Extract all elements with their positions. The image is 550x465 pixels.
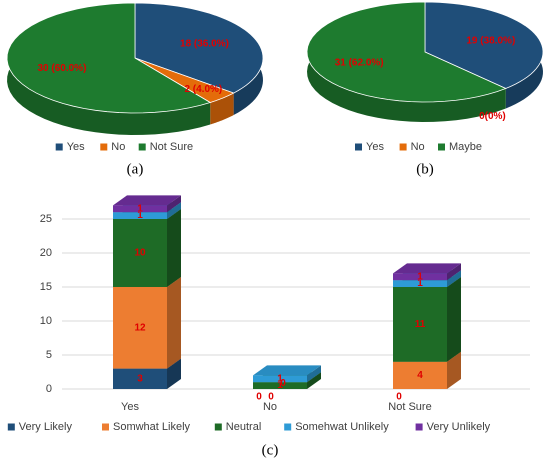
legend-swatch xyxy=(438,143,445,151)
bar-side xyxy=(167,277,181,369)
legend-label: No xyxy=(411,141,425,153)
bar-front xyxy=(113,219,167,287)
pie-slice xyxy=(134,2,264,94)
data-label: 4 xyxy=(417,370,423,381)
legend-label: Neutral xyxy=(226,421,261,433)
bar-side xyxy=(167,195,181,213)
bar-side xyxy=(447,270,461,287)
bar-front xyxy=(393,361,447,389)
bar-side xyxy=(447,351,461,389)
data-label: 0(0%) xyxy=(479,111,506,122)
bar-side xyxy=(447,277,461,362)
bar-side xyxy=(447,263,461,281)
x-tick-label: Not Sure xyxy=(388,401,431,413)
bar-front xyxy=(113,212,167,219)
bar-side xyxy=(167,202,181,219)
data-label: 10 xyxy=(134,248,146,259)
bar-front xyxy=(113,287,167,369)
data-label: 0 xyxy=(396,392,402,403)
legend-label: Maybe xyxy=(449,141,482,153)
bar-side xyxy=(167,358,181,389)
bar-front xyxy=(113,368,167,389)
bar-side xyxy=(167,209,181,287)
legend-swatch xyxy=(7,423,15,431)
data-label: 1 xyxy=(137,203,143,214)
legend-swatch xyxy=(138,143,146,151)
data-label: 2 (4.0%) xyxy=(184,84,222,95)
legend-label: Yes xyxy=(366,141,384,153)
y-tick-label: 15 xyxy=(40,281,52,293)
data-label: 0 xyxy=(256,392,262,403)
data-label: 18 (36.0%) xyxy=(180,39,229,50)
legend-label: Very Unlikely xyxy=(427,421,491,433)
bar-front xyxy=(393,287,447,362)
pie-side xyxy=(307,2,506,122)
legend-label: No xyxy=(111,141,125,153)
bar-side xyxy=(307,365,321,383)
y-tick-label: 25 xyxy=(40,213,52,225)
data-label: 31 (62.0%) xyxy=(335,58,384,69)
legend-swatch xyxy=(102,423,109,431)
legend-swatch xyxy=(55,143,63,151)
legend-swatch xyxy=(415,423,423,431)
pie-slice xyxy=(424,1,544,89)
data-label: 19 (38.0%) xyxy=(466,36,515,47)
data-label: 1 xyxy=(277,373,283,384)
bar-top xyxy=(113,195,181,206)
legend-label: Very Likely xyxy=(19,421,73,433)
pie-slice xyxy=(306,1,507,103)
legend-label: Somwhat Likely xyxy=(113,421,191,433)
legend-label: Yes xyxy=(67,141,85,153)
legend-swatch xyxy=(355,143,362,151)
y-tick-label: 10 xyxy=(40,315,52,327)
bar-front xyxy=(253,382,307,389)
data-label: 1 xyxy=(137,210,143,221)
data-label: 1 xyxy=(417,278,423,289)
bar-front xyxy=(393,273,447,281)
data-label: 30 (60.0%) xyxy=(37,63,86,74)
legend-swatch xyxy=(284,423,292,431)
bar-side xyxy=(307,372,321,389)
legend-swatch xyxy=(399,143,407,151)
bar-top xyxy=(393,263,461,274)
bar-top xyxy=(253,365,321,376)
legend-label: Somehwat Unlikely xyxy=(295,421,389,433)
y-tick-label: 5 xyxy=(46,349,52,361)
legend-swatch xyxy=(214,423,222,431)
pie-slice xyxy=(6,2,212,114)
data-label: 12 xyxy=(134,322,146,333)
data-label: 1 xyxy=(417,271,423,282)
caption: (b) xyxy=(416,161,434,177)
legend-label: Not Sure xyxy=(150,141,193,153)
data-label: 0 xyxy=(268,392,274,403)
caption: (a) xyxy=(127,161,144,177)
data-label: 0 xyxy=(280,378,286,389)
data-label: 1 xyxy=(277,380,283,391)
bar-front xyxy=(253,375,307,383)
bar-front xyxy=(113,205,167,213)
data-label: 11 xyxy=(415,319,426,330)
legend-swatch xyxy=(100,143,108,151)
bar-front xyxy=(393,280,447,287)
x-tick-label: No xyxy=(263,401,277,413)
pie-slice xyxy=(134,57,235,103)
x-tick-label: Yes xyxy=(121,401,139,413)
y-tick-label: 20 xyxy=(40,247,52,259)
y-tick-label: 0 xyxy=(46,383,52,395)
data-label: 3 xyxy=(137,373,143,384)
caption: (c) xyxy=(262,442,279,458)
